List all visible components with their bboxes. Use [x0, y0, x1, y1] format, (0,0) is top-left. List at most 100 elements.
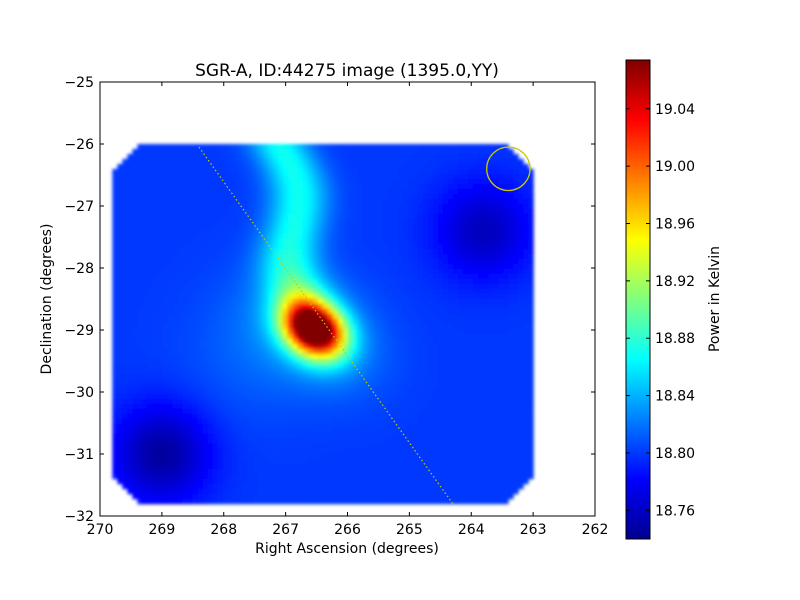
heatmap-cell [397, 288, 404, 295]
heatmap-cell [468, 208, 474, 215]
heatmap-cell [508, 348, 514, 355]
heatmap-cell [437, 318, 444, 325]
heatmap-cell [412, 323, 419, 330]
heatmap-cell [322, 418, 329, 425]
heatmap-cell [182, 328, 189, 335]
heatmap-cell [447, 238, 454, 245]
heatmap-cell [142, 278, 149, 285]
heatmap-cell [197, 148, 204, 155]
heatmap-cell [132, 388, 139, 395]
heatmap-cell [262, 368, 269, 375]
heatmap-cell [508, 428, 514, 435]
heatmap-cell [417, 243, 424, 250]
heatmap-cell [152, 368, 159, 375]
heatmap-cell [372, 158, 379, 165]
heatmap-cell [397, 373, 404, 380]
heatmap-cell [347, 348, 354, 355]
heatmap-cell [192, 318, 199, 325]
heatmap-cell [212, 368, 219, 375]
heatmap-cell [523, 343, 529, 350]
heatmap-cell [177, 438, 184, 445]
heatmap-cell [432, 268, 439, 275]
heatmap-cell [177, 318, 184, 325]
heatmap-cell [518, 278, 524, 285]
heatmap-cell [377, 218, 384, 225]
heatmap-cell [473, 183, 479, 190]
heatmap-cell [172, 408, 179, 415]
heatmap-cell [468, 423, 474, 430]
heatmap-cell [312, 418, 319, 425]
heatmap-cell [367, 418, 374, 425]
heatmap-cell [282, 263, 289, 270]
heatmap-cell [227, 173, 234, 180]
heatmap-cell [222, 298, 229, 305]
heatmap-cell [247, 393, 254, 400]
heatmap-cell [412, 238, 419, 245]
heatmap-cell [432, 153, 439, 160]
heatmap-cell [387, 198, 394, 205]
heatmap-cell [112, 233, 118, 240]
heatmap-cell [382, 158, 389, 165]
heatmap-cell [392, 213, 399, 220]
heatmap-cell [222, 353, 229, 360]
heatmap-cell [387, 378, 394, 385]
heatmap-cell [357, 203, 364, 210]
heatmap-cell [262, 383, 269, 390]
heatmap-cell [312, 293, 319, 300]
heatmap-cell [192, 338, 199, 345]
heatmap-cell [417, 403, 424, 410]
heatmap-cell [407, 273, 414, 280]
heatmap-cell [292, 218, 299, 225]
heatmap-cell [387, 238, 394, 245]
heatmap-cell [207, 323, 214, 330]
heatmap-cell [287, 243, 294, 250]
heatmap-cell [352, 363, 359, 370]
heatmap-cell [377, 163, 384, 170]
heatmap-cell [127, 153, 134, 160]
heatmap-cell [322, 433, 329, 440]
heatmap-cell [483, 263, 489, 270]
heatmap-cell [422, 303, 429, 310]
heatmap-cell [267, 193, 274, 200]
heatmap-cell [252, 413, 259, 420]
heatmap-cell [297, 433, 304, 440]
heatmap-cell [302, 218, 309, 225]
heatmap-cell [422, 413, 429, 420]
heatmap-cell [417, 318, 424, 325]
heatmap-cell [503, 388, 509, 395]
heatmap-cell [463, 353, 469, 360]
heatmap-cell [277, 153, 284, 160]
heatmap-cell [242, 233, 249, 240]
heatmap-cell [307, 373, 314, 380]
heatmap-cell [473, 144, 479, 150]
heatmap-cell [292, 253, 299, 260]
heatmap-cell [392, 438, 399, 445]
heatmap-cell [528, 173, 534, 180]
heatmap-cell [272, 203, 279, 210]
heatmap-cell [192, 293, 199, 300]
heatmap-cell [402, 288, 409, 295]
heatmap-cell [342, 218, 349, 225]
heatmap-cell [417, 423, 424, 430]
heatmap-cell [272, 223, 279, 230]
heatmap-cell [307, 328, 314, 335]
heatmap-cell [292, 403, 299, 410]
heatmap-cell [197, 248, 204, 255]
heatmap-cell [352, 248, 359, 255]
heatmap-cell [167, 153, 174, 160]
heatmap-cell [503, 223, 509, 230]
heatmap-cell [142, 268, 149, 275]
heatmap-cell [132, 413, 139, 420]
heatmap-cell [337, 158, 344, 165]
heatmap-cell [447, 408, 454, 415]
heatmap-cell [362, 273, 369, 280]
heatmap-cell [457, 168, 464, 175]
heatmap-cell [207, 398, 214, 405]
heatmap-cell [437, 393, 444, 400]
heatmap-cell [442, 438, 449, 445]
heatmap-cell [157, 238, 164, 245]
heatmap-cell [468, 378, 474, 385]
heatmap-cell [468, 148, 474, 155]
heatmap-cell [282, 228, 289, 235]
heatmap-cell [262, 393, 269, 400]
